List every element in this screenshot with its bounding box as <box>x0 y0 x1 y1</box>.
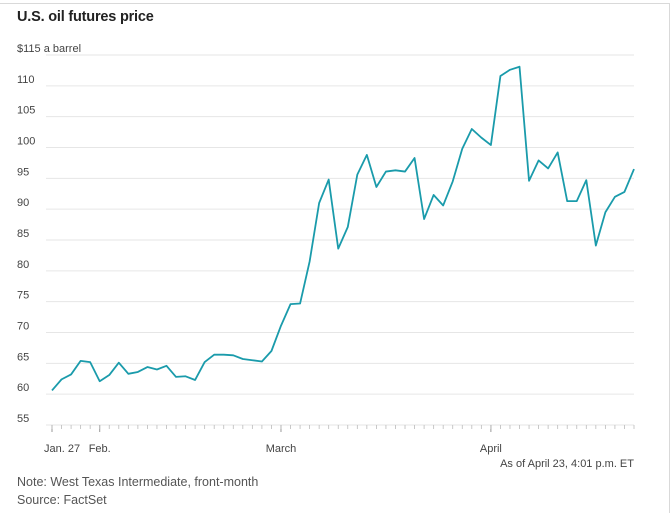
x-tick-label: April <box>480 443 502 455</box>
data-point <box>356 173 358 175</box>
x-tick-label: Jan. 27 <box>44 443 80 455</box>
y-tick-label: 90 <box>17 197 29 209</box>
price-line <box>51 65 635 392</box>
data-point <box>108 374 110 376</box>
data-point <box>375 186 377 188</box>
data-point <box>471 128 473 130</box>
data-point <box>432 194 434 196</box>
data-point <box>566 200 568 202</box>
data-point <box>347 226 349 228</box>
data-point <box>184 375 186 377</box>
chart-svg: $115 a barrel 110 105 100 95 90 85 80 75 70 65 60 55… <box>17 43 635 455</box>
data-point <box>537 159 539 161</box>
y-tick-label: 65 <box>17 351 29 363</box>
y-tick-label: 60 <box>17 382 29 394</box>
data-point <box>518 66 520 68</box>
chart-source: Source: FactSet <box>17 493 107 507</box>
data-point <box>289 303 291 305</box>
data-point <box>509 69 511 71</box>
data-point <box>223 354 225 356</box>
y-tick-label: 75 <box>17 290 29 302</box>
data-point <box>413 157 415 159</box>
data-point <box>394 169 396 171</box>
data-point <box>318 202 320 204</box>
x-tick-label: March <box>266 443 297 455</box>
data-point <box>194 379 196 381</box>
data-point <box>118 362 120 364</box>
x-tick-label: Feb. <box>89 443 111 455</box>
data-point <box>127 373 129 375</box>
data-point <box>175 376 177 378</box>
data-point <box>423 218 425 220</box>
y-tick-label: 95 <box>17 166 29 178</box>
y-axis-ticks: $115 a barrel 110 105 100 95 90 85 80 75 70 65 60 55 <box>17 43 81 425</box>
data-point <box>576 200 578 202</box>
y-tick-label: 85 <box>17 228 29 240</box>
data-point <box>165 365 167 367</box>
y-tick-label: 55 <box>17 413 29 425</box>
y-tick-label: $115 a barrel <box>17 43 81 55</box>
data-point <box>528 180 530 182</box>
data-point <box>327 178 329 180</box>
data-point <box>137 371 139 373</box>
data-point <box>461 148 463 150</box>
data-point <box>89 361 91 363</box>
as-of-timestamp: As of April 23, 4:01 p.m. ET <box>500 458 634 470</box>
y-tick-label: 80 <box>17 259 29 271</box>
chart-note: Note: West Texas Intermediate, front-mon… <box>17 475 259 489</box>
data-point <box>51 389 53 391</box>
data-point <box>232 354 234 356</box>
data-point <box>633 168 635 170</box>
data-point <box>452 180 454 182</box>
data-point <box>595 244 597 246</box>
data-point <box>270 350 272 352</box>
data-point <box>242 358 244 360</box>
data-point <box>556 151 558 153</box>
data-point <box>70 373 72 375</box>
data-point <box>299 302 301 304</box>
data-point <box>585 179 587 181</box>
data-points <box>51 66 635 392</box>
data-point <box>308 260 310 262</box>
data-point <box>146 366 148 368</box>
data-point <box>337 247 339 249</box>
data-point <box>261 360 263 362</box>
data-point <box>623 191 625 193</box>
data-point <box>385 170 387 172</box>
data-point <box>213 354 215 356</box>
data-point <box>404 170 406 172</box>
y-tick-label: 110 <box>17 74 35 86</box>
data-point <box>499 75 501 77</box>
y-tick-label: 105 <box>17 105 35 117</box>
data-point <box>156 368 158 370</box>
data-point <box>547 167 549 169</box>
data-point <box>480 136 482 138</box>
y-tick-label: 100 <box>17 136 35 148</box>
data-point <box>280 325 282 327</box>
data-point <box>442 204 444 206</box>
y-tick-label: 70 <box>17 321 29 333</box>
data-point <box>203 361 205 363</box>
data-point <box>366 154 368 156</box>
data-point <box>79 360 81 362</box>
data-point <box>60 378 62 380</box>
chart-title: U.S. oil futures price <box>17 9 154 25</box>
data-point <box>614 196 616 198</box>
data-point <box>251 359 253 361</box>
frame-top-border <box>0 3 670 4</box>
gridlines <box>46 54 634 426</box>
data-point <box>99 380 101 382</box>
data-point <box>490 144 492 146</box>
x-axis-ticks: Jan. 27 Feb. March April <box>44 425 635 455</box>
data-point <box>604 211 606 213</box>
